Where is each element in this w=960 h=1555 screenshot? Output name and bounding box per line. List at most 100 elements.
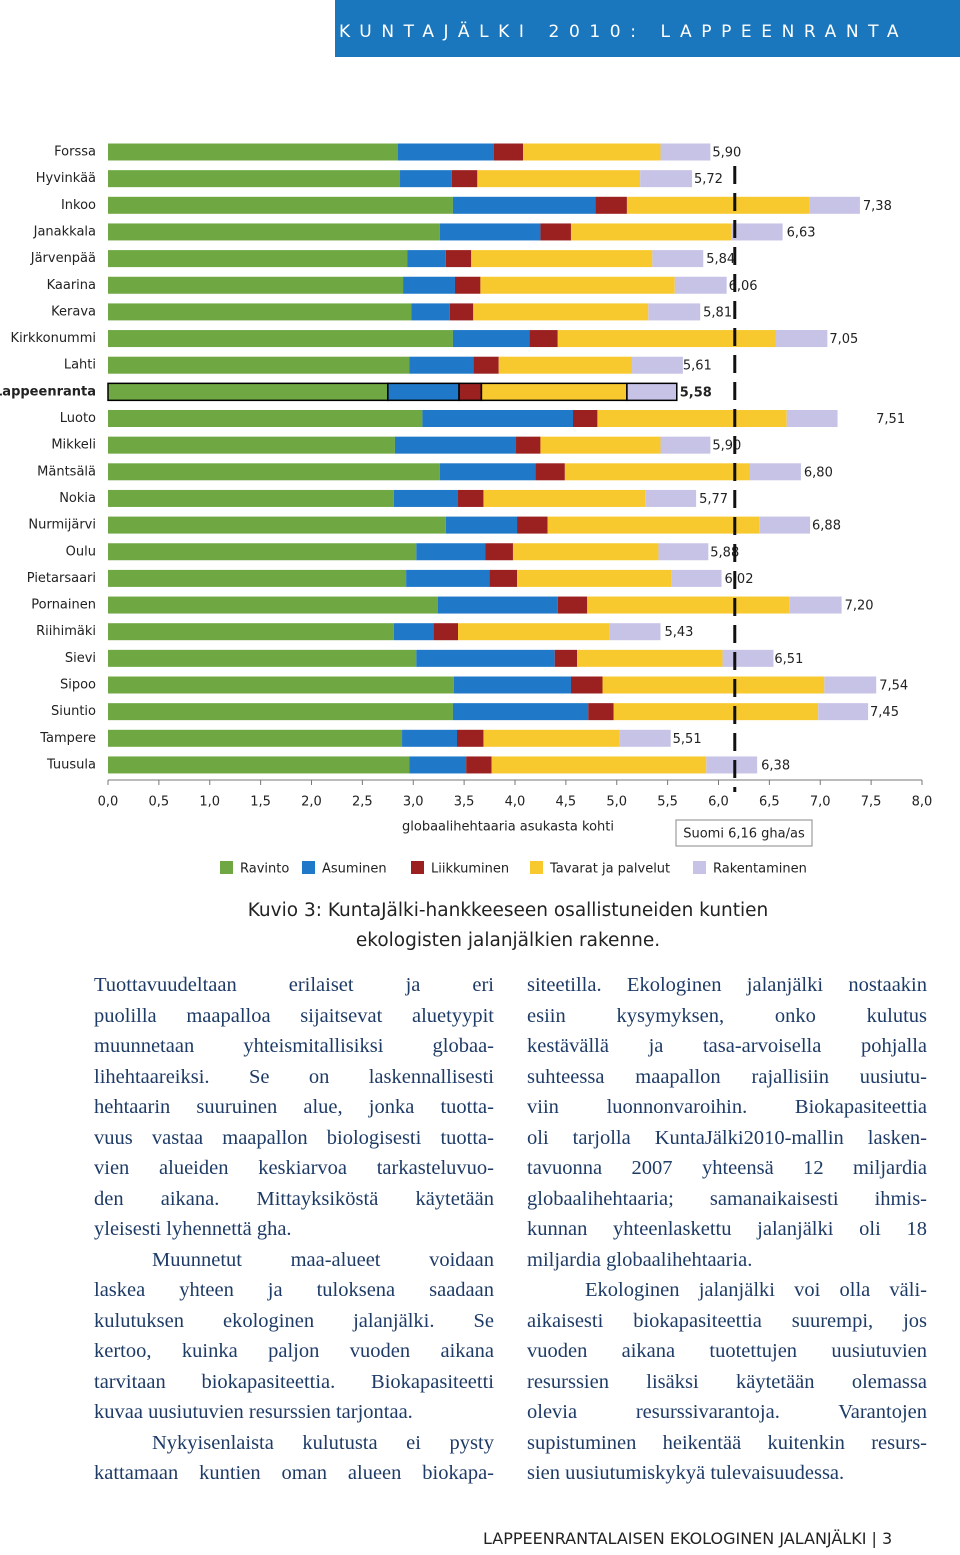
bar-segment: [809, 196, 860, 214]
total-label: 7,20: [845, 599, 874, 614]
bar-segment: [477, 170, 641, 188]
legend-label: Asuminen: [322, 862, 387, 877]
legend-swatch: [411, 861, 424, 874]
bar-segment: [570, 223, 732, 241]
total-label: 5,51: [673, 732, 702, 747]
bar-segment: [626, 196, 810, 214]
text-line: kuvaa uusiutuvien resurssien tarjontaa.: [94, 1401, 413, 1423]
text-line: kulutuksen ekologinen jalanjälki. Se: [94, 1309, 494, 1332]
bar-segment: [451, 170, 478, 188]
bar-segment: [535, 463, 565, 481]
category-label: Forssa: [54, 145, 96, 160]
x-tick-label: 2,5: [352, 795, 373, 810]
bar-segment: [108, 303, 412, 321]
bar-segment: [572, 410, 598, 427]
bar-segment: [493, 143, 524, 161]
total-label: 7,45: [870, 705, 899, 720]
total-label: 6,38: [761, 758, 790, 773]
bar-segment: [458, 623, 610, 641]
bar-segment: [540, 223, 571, 241]
text-column: Tuottavuudeltaan erilaiset ja eri puolill…: [94, 970, 494, 1489]
x-tick-label: 0,5: [149, 795, 170, 810]
bar-segment: [660, 143, 711, 161]
x-tick-label: 5,0: [606, 795, 627, 810]
bar-segment: [108, 729, 403, 747]
x-tick-label: 2,0: [301, 795, 322, 810]
bar-segment: [588, 703, 614, 721]
bar-segment: [416, 649, 555, 667]
bar-segment: [471, 250, 653, 268]
bar-segment: [393, 623, 434, 641]
bar-segment: [108, 489, 394, 507]
bar-segment: [108, 436, 395, 454]
bar-segment: [473, 356, 499, 374]
bar-segment: [485, 543, 513, 561]
reference-label: Suomi 6,16 gha/as: [683, 827, 805, 842]
total-label: 7,51: [876, 412, 905, 427]
category-label: Oulu: [66, 544, 96, 559]
bar-segment: [483, 489, 646, 507]
bar-segment: [108, 703, 453, 721]
bar-segment: [570, 676, 603, 694]
bar-segment: [671, 569, 722, 587]
category-label: Pornainen: [31, 598, 96, 613]
total-label: 5,77: [699, 492, 728, 507]
bar-segment: [824, 676, 877, 694]
bar-segment: [529, 330, 558, 348]
bar-segment: [452, 330, 530, 348]
x-tick-label: 7,0: [810, 795, 831, 810]
bar-segment: [458, 489, 484, 507]
bar-segment: [107, 382, 389, 402]
bar-segment: [108, 196, 453, 214]
bar-segment: [400, 170, 452, 188]
legend-label: Tavarat ja palvelut: [549, 862, 670, 877]
bar-segment: [445, 250, 472, 268]
legend-label: Ravinto: [240, 862, 289, 877]
total-label: 6,88: [812, 519, 841, 534]
text-line: tarvitaan biokapasiteettia. Biokapasitee…: [94, 1370, 494, 1393]
total-label: 5,61: [683, 359, 712, 374]
x-tick-label: 4,5: [556, 795, 577, 810]
legend-swatch: [302, 861, 315, 874]
category-label: Lappeenranta: [0, 384, 96, 399]
total-label: 6,80: [804, 465, 833, 480]
text-line: laskea yhteen ja tuloksena saadaan: [94, 1279, 494, 1301]
bar-segment: [706, 756, 758, 774]
category-label: Luoto: [60, 411, 96, 426]
figure-caption: Kuvio 3: KuntaJälki-hankkeeseen osallist…: [247, 900, 769, 951]
bar-segment: [489, 569, 518, 587]
text-line: den aikana. Mittayksiköstä käytetään: [94, 1187, 494, 1210]
text-line: siteetilla. Ekologinen jalanjälki nostaa…: [527, 974, 927, 996]
category-label: Sipoo: [60, 678, 96, 693]
bar-segment: [108, 596, 438, 614]
bar-segment: [437, 596, 558, 614]
category-label: Sievi: [65, 651, 96, 666]
x-tick-label: 6,5: [759, 795, 780, 810]
bar-segment: [483, 729, 620, 747]
category-label: Nurmijärvi: [28, 518, 96, 533]
bar-segment: [547, 516, 760, 534]
bar-segment: [645, 489, 697, 507]
category-label: Pietarsaari: [27, 571, 96, 586]
text-line: kattamaan kuntien oman alueen biokapa-: [94, 1462, 494, 1484]
bar-segment: [458, 382, 483, 402]
bar-segment: [554, 649, 578, 667]
bar-segment: [674, 276, 727, 294]
legend-label: Liikkuminen: [431, 862, 509, 877]
bar-segment: [512, 543, 659, 561]
text-line: lihehtaareiksi. Se on laskennallisesti: [94, 1065, 494, 1088]
bar-segment: [452, 196, 596, 214]
bar-segment: [731, 223, 783, 241]
bar-segment: [439, 463, 536, 481]
category-label: Tampere: [39, 731, 96, 746]
bar-segment: [108, 356, 410, 374]
bar-segment: [403, 276, 455, 294]
total-label: 5,90: [712, 146, 741, 161]
bar-segment: [480, 382, 628, 402]
category-label: Lahti: [64, 358, 96, 373]
category-label: Mäntsälä: [37, 464, 96, 479]
bar-segment: [759, 516, 811, 534]
category-label: Mikkeli: [51, 438, 96, 453]
category-label: Nokia: [59, 491, 96, 506]
text-line: vuus vastaa maapallon biologisesti tuott…: [94, 1126, 494, 1149]
